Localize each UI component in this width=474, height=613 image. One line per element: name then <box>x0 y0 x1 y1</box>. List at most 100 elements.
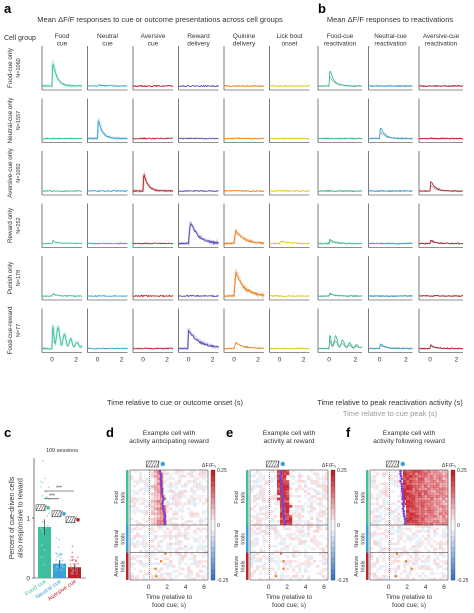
c-dot <box>41 530 44 533</box>
trace-a-r0-c2 <box>132 46 174 91</box>
reward-dot <box>161 494 165 498</box>
trace-a-r1-c5 <box>269 98 310 143</box>
tick-label: 2 <box>404 357 408 364</box>
reward-dot <box>283 519 287 523</box>
trial-group-text: Foodtrials <box>234 491 247 504</box>
panel-a-col-2-label: Aversive cue <box>141 33 166 48</box>
trace-a-r4-c0 <box>41 256 83 301</box>
heatmap-xtick: 0 <box>147 584 151 591</box>
colorbar-tick: 0.25 <box>457 468 467 474</box>
row-label: Aversive-cue only <box>7 147 14 197</box>
reward-dot <box>399 479 402 483</box>
c-dot <box>71 545 74 548</box>
reward-dot <box>399 472 402 476</box>
reward-dot <box>160 492 164 496</box>
trace-a-r3-c1 <box>87 203 128 248</box>
row-n: N=178 <box>16 270 22 286</box>
heatmap-xtick: 0 <box>267 584 271 591</box>
trial-group-text: Foodtrials <box>114 491 127 504</box>
c-dot <box>45 496 48 499</box>
c-dot <box>58 538 61 541</box>
trial-group-label: Neutraltrials <box>234 530 247 548</box>
tick-label: 0 <box>50 357 54 364</box>
c-dot <box>72 562 75 565</box>
reward-dot <box>280 492 283 496</box>
panel-a-col-5-label: Lick bout onset <box>276 33 302 48</box>
trace-a-r5-c3 <box>178 308 220 353</box>
c-dot <box>75 567 78 570</box>
trial-group-label: Foodtrials <box>114 491 127 504</box>
reward-dot <box>161 504 165 508</box>
reward-dot <box>403 514 406 518</box>
reward-dot <box>401 497 404 501</box>
water-drop-icon <box>400 461 405 467</box>
trace-b-r5-c0 <box>317 308 363 353</box>
reward-dot <box>403 522 407 526</box>
c-dot <box>75 572 78 575</box>
reward-dot <box>163 522 167 526</box>
trace-a-r2-c4 <box>223 151 265 196</box>
row-label: Reward only <box>7 207 14 243</box>
colorbar-label: ΔF/F₀ <box>442 463 456 469</box>
punish-dot <box>155 575 158 578</box>
reward-dot <box>402 509 406 513</box>
tick-label: 0 <box>378 357 382 364</box>
reward-dot <box>281 507 285 511</box>
row-n: N=1060 <box>16 58 22 77</box>
reward-dot <box>401 492 405 496</box>
panel-a-ticks: 0 2 0 2 0 2 0 2 0 2 0 2 <box>50 357 306 364</box>
heatmap-image <box>129 469 209 581</box>
c-dot <box>40 556 43 559</box>
trace-a-r1-c3 <box>178 98 219 143</box>
heatmap-xtick: 4 <box>304 584 308 591</box>
trace-a-r3-c4 <box>223 203 265 248</box>
trace-a-r3-c3 <box>178 203 220 248</box>
c-dot <box>70 556 73 559</box>
cue-icon <box>51 510 66 518</box>
trial-group-text: Neutraltrials <box>234 530 247 548</box>
reward-dot <box>163 519 167 523</box>
c-dot <box>41 494 44 497</box>
reward-dot <box>282 504 286 508</box>
colorbar-tick: 0 <box>217 523 220 529</box>
c-dot <box>47 512 50 515</box>
tick-label: 2 <box>354 357 358 364</box>
c-dot <box>40 544 43 547</box>
panel-a-col-4-label: Quinine delivery <box>233 33 256 48</box>
panel-c-letter: c <box>4 425 11 440</box>
heatmap-panel-f: f Example cell with activity following rew… <box>346 425 469 609</box>
trace-b-r3-c2 <box>418 203 464 248</box>
trace-a-r1-c0 <box>41 98 83 143</box>
c-dot <box>40 527 43 530</box>
heatmap-image <box>369 469 449 581</box>
trace-b-r3-c0 <box>317 203 363 248</box>
tick-label: 0 <box>232 357 236 364</box>
c-dot <box>41 460 44 463</box>
panel-b-traces <box>317 46 464 353</box>
c-dot <box>71 559 74 562</box>
panel-b-ticks: 0 2 0 2 0 2 <box>327 357 458 364</box>
panel-b-xlabel: Time relative to peak reactivation activ… <box>317 398 463 407</box>
heatmap-title: Example cell with activity anticipating r… <box>129 430 209 445</box>
heatmap-xtick: 0 <box>387 584 391 591</box>
reward-dot <box>283 522 287 526</box>
c-dot <box>61 559 64 562</box>
heatmap-xtick: 6 <box>442 584 446 591</box>
reward-dot <box>280 482 283 486</box>
reward-dot <box>279 477 282 481</box>
reward-dot <box>401 507 405 511</box>
panel-a-row-4: Punish only N=178 <box>7 261 22 294</box>
heatmap-panel-d: d Example cell with activity anticipating … <box>106 425 229 609</box>
c-dot <box>39 480 42 483</box>
trace-a-r4-c5 <box>269 256 310 301</box>
panel-a-column-headers: Food cue Neutral cue Aversive cue Reward delive… <box>55 33 303 48</box>
c-dot <box>69 563 72 566</box>
water-drop-icon <box>160 461 165 467</box>
trace-a-r0-c3 <box>178 46 219 91</box>
colorbar-tick: 0 <box>457 523 460 529</box>
trial-group-label: Aversivetrials <box>354 556 367 577</box>
colorbar-tick: -0.25 <box>217 578 229 584</box>
trace-b-r5-c1 <box>368 308 413 353</box>
reward-dot <box>281 509 285 513</box>
panel-b-title: Mean ΔF/F responses to reactivations <box>327 15 454 24</box>
